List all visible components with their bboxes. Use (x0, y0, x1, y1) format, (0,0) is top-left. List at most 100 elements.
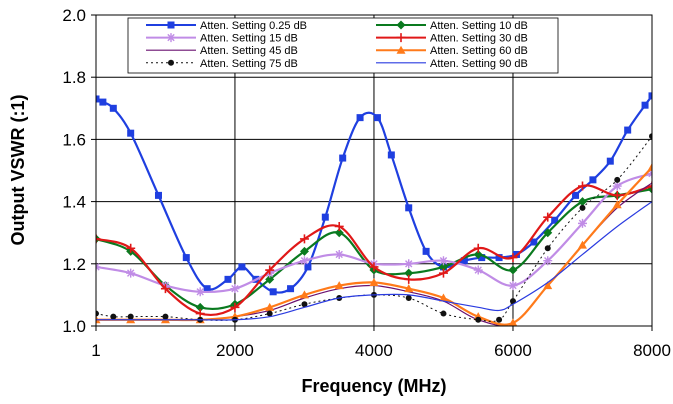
data-point (321, 213, 329, 221)
data-point (438, 262, 448, 272)
data-point (404, 268, 414, 278)
data-point (299, 246, 309, 256)
legend-item: Atten. Setting 0.25 dB (146, 20, 307, 32)
data-point (440, 310, 447, 317)
data-point (404, 274, 414, 284)
data-point (543, 256, 553, 266)
data-point (301, 301, 308, 308)
data-point (127, 313, 134, 320)
data-point (422, 247, 430, 255)
data-point (473, 249, 483, 259)
x-tick-label: 1 (91, 341, 100, 360)
data-point (195, 302, 205, 312)
series-line (96, 201, 652, 321)
data-point (438, 256, 448, 266)
data-point (96, 310, 99, 317)
data-point (579, 204, 586, 211)
legend-item: Atten. Setting 15 dB (146, 33, 298, 45)
y-tick-label: 1.2 (62, 255, 86, 274)
data-point (649, 133, 652, 140)
legend-item: Atten. Setting 90 dB (376, 58, 528, 70)
data-point (127, 129, 135, 137)
data-point (612, 200, 622, 209)
data-point (299, 290, 309, 299)
data-point (334, 228, 344, 238)
legend-label: Atten. Setting 60 dB (430, 45, 528, 57)
series-8 (96, 201, 652, 321)
data-point (334, 221, 344, 231)
ticks: 1 2000 4000 6000 8000 1.0 1.2 1.4 1.6 1.8 2.0 (62, 6, 671, 360)
legend-box (127, 17, 559, 74)
data-point (195, 287, 205, 297)
legend-label: Atten. Setting 15 dB (200, 33, 298, 45)
legend-label: Atten. Setting 45 dB (200, 45, 298, 57)
legend: Atten. Setting 0.25 dB Atten. Setting 10 … (127, 17, 559, 74)
x-tick-label: 4000 (355, 341, 393, 360)
x-tick-label: 8000 (633, 341, 671, 360)
data-point (369, 262, 379, 272)
data-point (473, 243, 483, 253)
data-point (203, 285, 211, 293)
legend-item: Atten. Setting 75 dB (146, 58, 298, 70)
data-point (160, 284, 170, 294)
data-point (473, 265, 483, 275)
data-point (641, 101, 649, 109)
y-tick-label: 1.8 (62, 68, 86, 87)
x-tick-label: 2000 (216, 341, 254, 360)
data-point (551, 216, 559, 224)
y-tick-label: 1.4 (62, 193, 86, 212)
data-point (460, 257, 468, 265)
data-point (369, 277, 379, 286)
data-point (612, 181, 622, 191)
data-point (606, 157, 614, 165)
data-point (304, 263, 312, 271)
data-point (334, 249, 344, 259)
legend-item: Atten. Setting 45 dB (146, 45, 298, 57)
y-tick-label: 1.6 (62, 130, 86, 149)
data-point (589, 176, 597, 184)
data-point (543, 228, 553, 238)
data-point (154, 191, 162, 199)
data-point (224, 275, 232, 283)
legend-swatch-marker (396, 45, 406, 54)
data-point (96, 95, 100, 103)
x-axis-title: Frequency (MHz) (301, 376, 446, 396)
data-point (299, 256, 309, 266)
data-point (110, 313, 117, 320)
data-point (495, 254, 503, 262)
data-point (508, 318, 518, 326)
data-point (265, 274, 275, 284)
legend-item: Atten. Setting 30 dB (376, 33, 528, 45)
legend-label: Atten. Setting 10 dB (430, 20, 528, 32)
x-tick-label: 6000 (494, 341, 532, 360)
data-point (265, 265, 275, 275)
legend-item: Atten. Setting 10 dB (376, 20, 528, 32)
y-axis-title: Output VSWR (:1) (8, 95, 28, 246)
y-tick-label: 2.0 (62, 6, 86, 25)
legend-swatch-marker (396, 20, 406, 30)
data-point (287, 285, 295, 293)
data-point (614, 176, 621, 183)
data-point (405, 204, 413, 212)
data-point (577, 197, 587, 207)
legend-label: Atten. Setting 75 dB (200, 58, 298, 70)
data-point (405, 295, 412, 302)
data-point (543, 281, 553, 290)
data-point (496, 316, 503, 323)
data-point (266, 310, 273, 317)
data-point (438, 293, 448, 302)
series-4 (96, 181, 652, 319)
data-point (109, 104, 117, 112)
data-point (647, 181, 652, 191)
data-point (577, 240, 587, 249)
data-point (334, 281, 344, 290)
series-1 (96, 92, 652, 296)
legend-swatch-marker (396, 33, 406, 43)
data-point (99, 98, 107, 106)
data-point (577, 218, 587, 228)
data-point (404, 284, 414, 293)
data-point (265, 302, 275, 311)
data-point (624, 126, 632, 134)
